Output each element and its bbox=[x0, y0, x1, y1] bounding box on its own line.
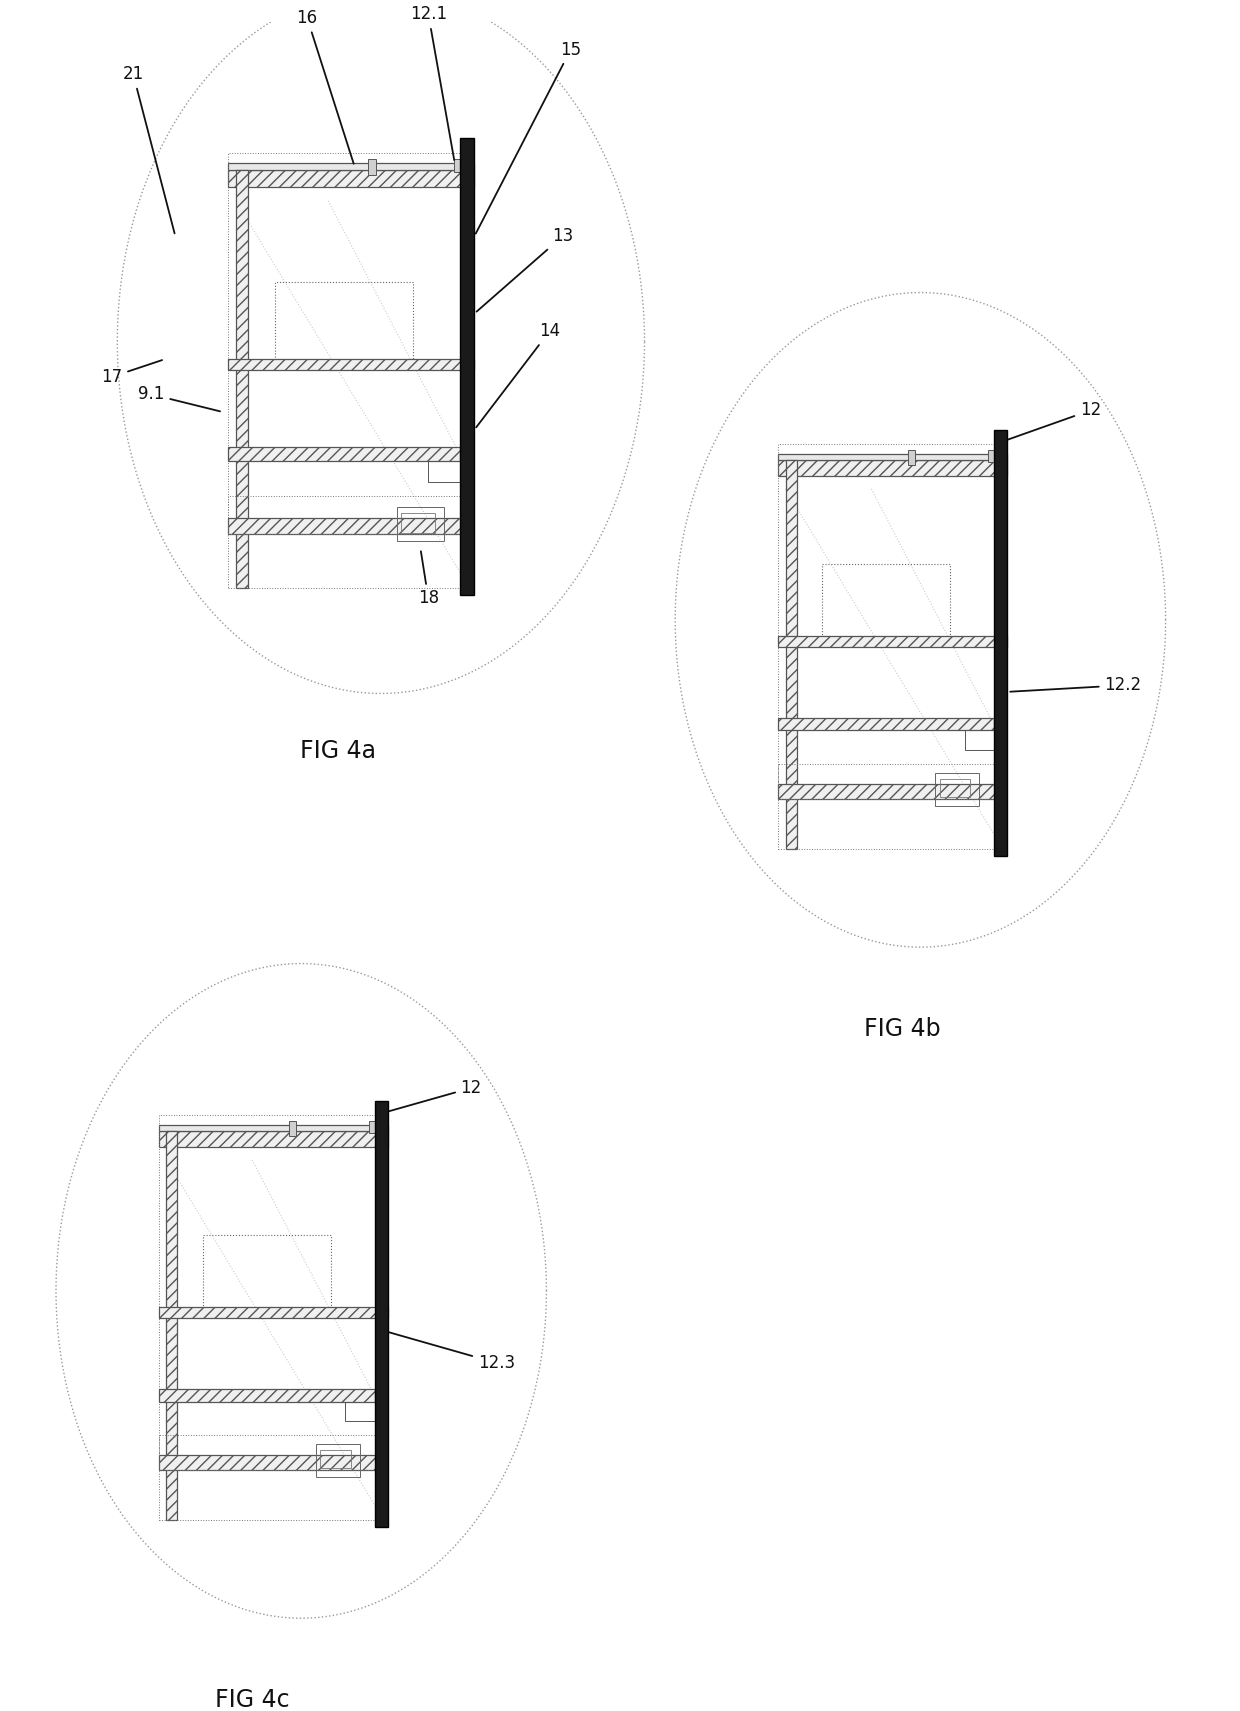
Text: 16: 16 bbox=[296, 9, 353, 164]
Text: 12: 12 bbox=[1001, 402, 1101, 441]
Bar bbox=[159, 1116, 388, 1519]
Text: 21: 21 bbox=[123, 65, 175, 233]
Bar bbox=[228, 163, 475, 169]
Bar bbox=[228, 152, 475, 589]
Text: 12.1: 12.1 bbox=[409, 5, 454, 161]
Bar bbox=[779, 460, 1007, 476]
Text: 18: 18 bbox=[418, 551, 439, 607]
Bar bbox=[228, 169, 475, 186]
Bar bbox=[228, 496, 474, 534]
Bar bbox=[228, 359, 475, 371]
Text: FIG 4a: FIG 4a bbox=[300, 739, 376, 763]
Bar bbox=[368, 1121, 379, 1133]
Bar bbox=[428, 460, 465, 483]
Bar bbox=[374, 1100, 388, 1526]
Bar bbox=[402, 513, 435, 532]
Bar bbox=[159, 1454, 387, 1470]
Text: 9.1: 9.1 bbox=[139, 385, 219, 411]
Bar bbox=[988, 450, 999, 462]
Bar bbox=[320, 1451, 351, 1468]
Bar bbox=[779, 445, 1007, 849]
Bar bbox=[822, 565, 950, 636]
Bar bbox=[228, 517, 474, 534]
Bar bbox=[159, 1436, 387, 1470]
Text: 12: 12 bbox=[382, 1080, 482, 1114]
Bar bbox=[785, 460, 796, 849]
Text: 14: 14 bbox=[476, 322, 560, 428]
Bar bbox=[460, 137, 475, 595]
Bar bbox=[779, 453, 1007, 460]
Bar bbox=[965, 731, 999, 749]
Bar bbox=[275, 282, 413, 359]
Text: 12.2: 12.2 bbox=[1011, 676, 1142, 695]
Text: 17: 17 bbox=[102, 359, 162, 385]
Bar bbox=[159, 1389, 374, 1401]
Bar bbox=[779, 763, 1006, 799]
Text: FIG 4b: FIG 4b bbox=[864, 1016, 940, 1040]
Bar bbox=[368, 159, 376, 175]
Bar bbox=[346, 1401, 379, 1422]
Bar bbox=[994, 429, 1007, 856]
Bar bbox=[779, 636, 1007, 647]
Bar bbox=[454, 159, 465, 173]
Text: 12.3: 12.3 bbox=[384, 1331, 515, 1372]
Bar bbox=[908, 450, 915, 465]
Bar bbox=[397, 506, 444, 541]
Bar bbox=[289, 1121, 296, 1136]
Bar bbox=[316, 1444, 360, 1477]
Text: 13: 13 bbox=[476, 228, 574, 311]
Bar bbox=[159, 1124, 388, 1131]
Bar bbox=[236, 169, 248, 589]
Bar bbox=[779, 784, 1006, 799]
Bar bbox=[779, 719, 994, 731]
Text: 15: 15 bbox=[476, 41, 582, 234]
Bar bbox=[203, 1235, 331, 1307]
Bar bbox=[159, 1131, 388, 1146]
Bar bbox=[159, 1307, 388, 1317]
Bar bbox=[935, 773, 980, 806]
Bar bbox=[940, 780, 971, 797]
Bar bbox=[228, 447, 460, 460]
Bar bbox=[166, 1131, 177, 1519]
Text: FIG 4c: FIG 4c bbox=[215, 1689, 289, 1711]
